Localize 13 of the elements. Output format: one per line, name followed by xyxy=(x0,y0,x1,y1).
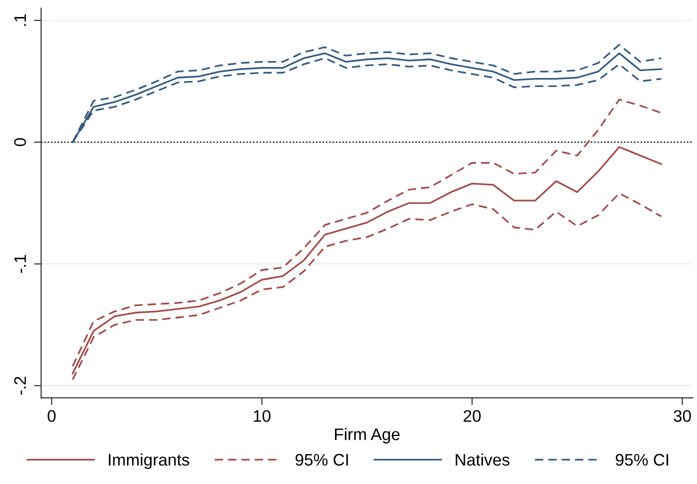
x-tick-label: 0 xyxy=(48,410,56,422)
x-tick-label: 10 xyxy=(254,410,270,422)
legend-label: 95% CI xyxy=(616,454,668,466)
y-tick-label: 0 xyxy=(14,138,26,146)
y-tick-label: .1 xyxy=(14,14,26,26)
x-tick-label: 30 xyxy=(674,410,691,422)
legend-label: Natives xyxy=(456,453,510,466)
x-axis-title: Firm Age xyxy=(334,428,400,444)
x-tick-label: 20 xyxy=(464,410,481,422)
y-tick-label: -.2 xyxy=(14,376,26,395)
legend-label: Immigrants xyxy=(108,453,190,469)
legend-label: 95% CI xyxy=(296,454,348,466)
y-tick-label: -.1 xyxy=(14,255,26,273)
